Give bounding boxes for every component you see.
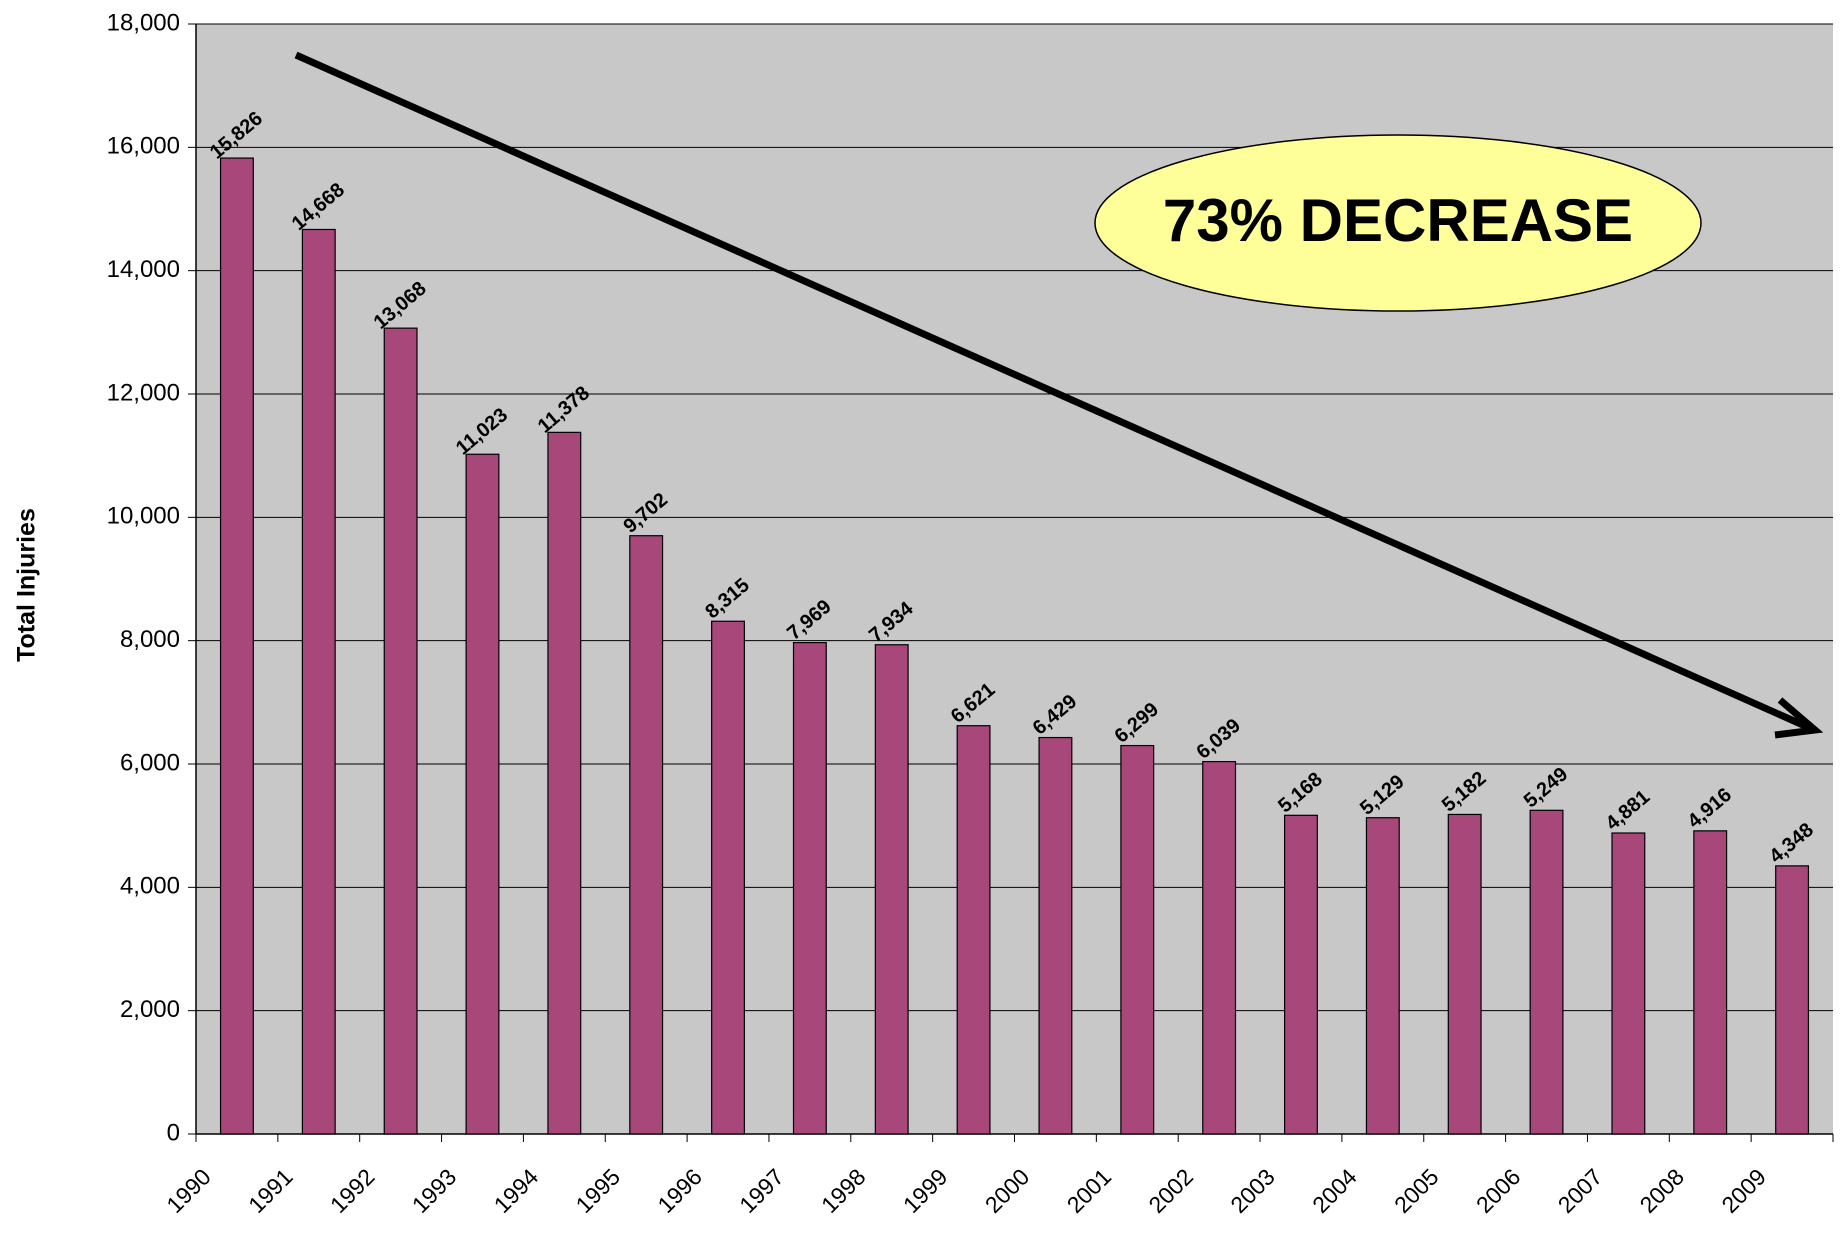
x-tick-label: 1996 <box>652 1163 707 1218</box>
bar <box>711 620 745 1135</box>
y-tick-label: 0 <box>167 1119 180 1146</box>
x-tick-label: 2001 <box>1062 1163 1117 1218</box>
bar <box>1120 744 1155 1135</box>
bar <box>547 431 582 1135</box>
bar <box>792 641 827 1135</box>
annotation: 73% DECREASE <box>1163 187 1633 254</box>
trend-arrow <box>294 51 1814 733</box>
bar <box>1284 814 1318 1135</box>
x-tick-label: 1997 <box>734 1163 789 1218</box>
y-tick-label: 8,000 <box>120 626 180 653</box>
y-tick-label: 14,000 <box>107 256 180 283</box>
bar <box>956 725 991 1135</box>
x-tick-label: 2009 <box>1716 1163 1771 1218</box>
x-tick-label: 2000 <box>980 1163 1035 1218</box>
x-tick-label: 2007 <box>1553 1163 1608 1218</box>
x-tick-label: 1991 <box>243 1163 298 1218</box>
bar <box>301 228 336 1135</box>
x-tick-label: 2006 <box>1471 1163 1526 1218</box>
x-tick-label: 1992 <box>325 1163 380 1218</box>
bar <box>1693 830 1728 1135</box>
bar <box>874 644 909 1135</box>
bar <box>1202 760 1237 1135</box>
x-tick-label: 1999 <box>898 1163 953 1218</box>
x-tick-label: 2002 <box>1143 1163 1198 1218</box>
y-tick-label: 16,000 <box>107 133 180 160</box>
bar <box>1529 809 1564 1135</box>
bar <box>1365 817 1400 1135</box>
x-tick-label: 1998 <box>816 1163 871 1218</box>
x-tick-label: 2003 <box>1225 1163 1280 1218</box>
y-axis-label: Total Injuries <box>13 508 41 662</box>
x-tick-label: 2005 <box>1389 1163 1444 1218</box>
bar <box>465 453 500 1135</box>
x-tick-label: 1990 <box>161 1163 216 1218</box>
callout <box>1094 134 1702 312</box>
bar <box>1611 832 1646 1135</box>
bar <box>219 157 254 1135</box>
y-tick-label: 6,000 <box>120 749 180 776</box>
x-tick-label: 2004 <box>1307 1163 1362 1218</box>
y-tick-label: 2,000 <box>120 996 180 1023</box>
bar <box>383 327 418 1135</box>
x-tick-label: 1995 <box>571 1163 626 1218</box>
bar <box>1038 736 1073 1135</box>
y-tick-label: 4,000 <box>120 873 180 900</box>
x-tick-label: 2008 <box>1635 1163 1690 1218</box>
y-tick-label: 10,000 <box>107 503 180 530</box>
arrow-head <box>1774 697 1824 739</box>
bar <box>629 535 664 1135</box>
x-tick-label: 1993 <box>407 1163 462 1218</box>
y-tick-label: 12,000 <box>107 379 180 406</box>
y-tick-label: 18,000 <box>107 9 180 36</box>
bar <box>1775 865 1810 1135</box>
x-tick-label: 1994 <box>489 1163 544 1218</box>
bar <box>1447 813 1482 1135</box>
